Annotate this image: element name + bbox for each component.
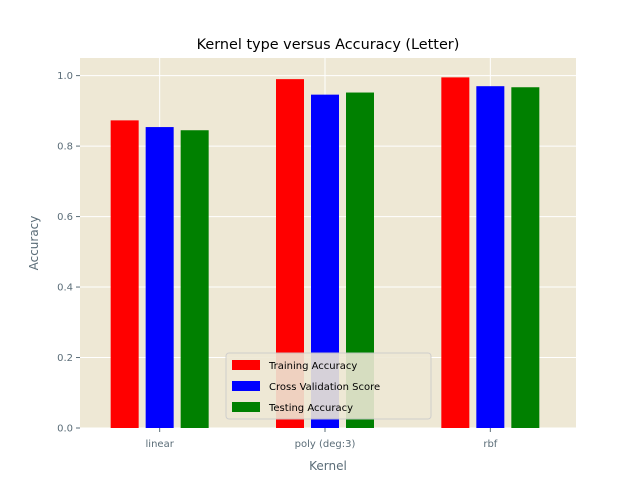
bar [180, 130, 209, 428]
bar [110, 120, 139, 428]
legend-swatch [232, 360, 260, 370]
bar [441, 77, 470, 428]
x-axis-ticks: linear poly (deg:3) rbf [146, 428, 498, 450]
legend-box [225, 352, 432, 420]
y-tick-label: 1.0 [57, 71, 73, 82]
y-axis-ticks: 0.0 0.2 0.4 0.6 0.8 1.0 [57, 71, 80, 435]
y-tick-label: 0.4 [57, 283, 73, 294]
bar [511, 87, 540, 428]
y-axis-title: Accuracy [27, 216, 41, 271]
legend: Training Accuracy Cross Validation Score T… [225, 352, 432, 420]
y-tick-label: 0.6 [57, 212, 73, 223]
legend-swatch [232, 381, 260, 391]
y-tick-label: 0.8 [57, 142, 73, 153]
legend-swatch [232, 402, 260, 412]
legend-label: Cross Validation Score [269, 382, 380, 393]
legend-label: Training Accuracy [268, 361, 357, 372]
bars-group [110, 77, 540, 429]
legend-label: Testing Accuracy [268, 403, 353, 414]
x-tick-label: poly (deg:3) [295, 439, 356, 450]
bar [476, 86, 505, 428]
x-tick-label: linear [146, 439, 175, 450]
x-axis-title: Kernel [309, 459, 347, 473]
y-tick-label: 0.2 [57, 353, 73, 364]
bar [145, 127, 174, 429]
y-tick-label: 0.0 [57, 424, 73, 435]
x-tick-label: rbf [483, 439, 497, 450]
chart-title: Kernel type versus Accuracy (Letter) [197, 37, 460, 53]
